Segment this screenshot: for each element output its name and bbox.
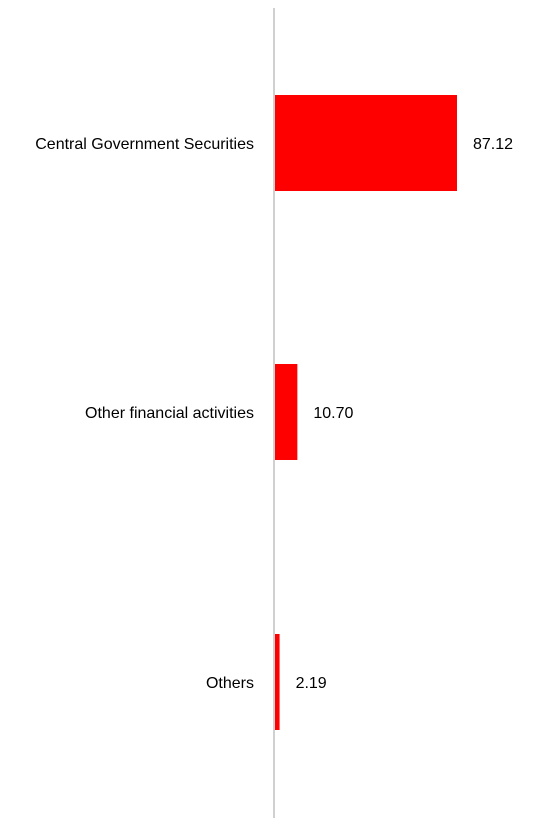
value-label: 87.12: [473, 136, 513, 153]
bar: [275, 364, 298, 460]
bar: [275, 634, 280, 730]
bars-group: [275, 95, 457, 730]
value-label: 2.19: [296, 675, 327, 692]
category-label: Other financial activities: [85, 405, 254, 422]
category-label: Others: [206, 675, 254, 692]
value-labels-group: 87.12 10.70 2.19: [296, 136, 514, 692]
bar: [275, 95, 457, 191]
value-label: 10.70: [313, 405, 353, 422]
category-labels-group: Central Government Securities Other finan…: [35, 136, 254, 692]
category-label: Central Government Securities: [35, 136, 254, 153]
